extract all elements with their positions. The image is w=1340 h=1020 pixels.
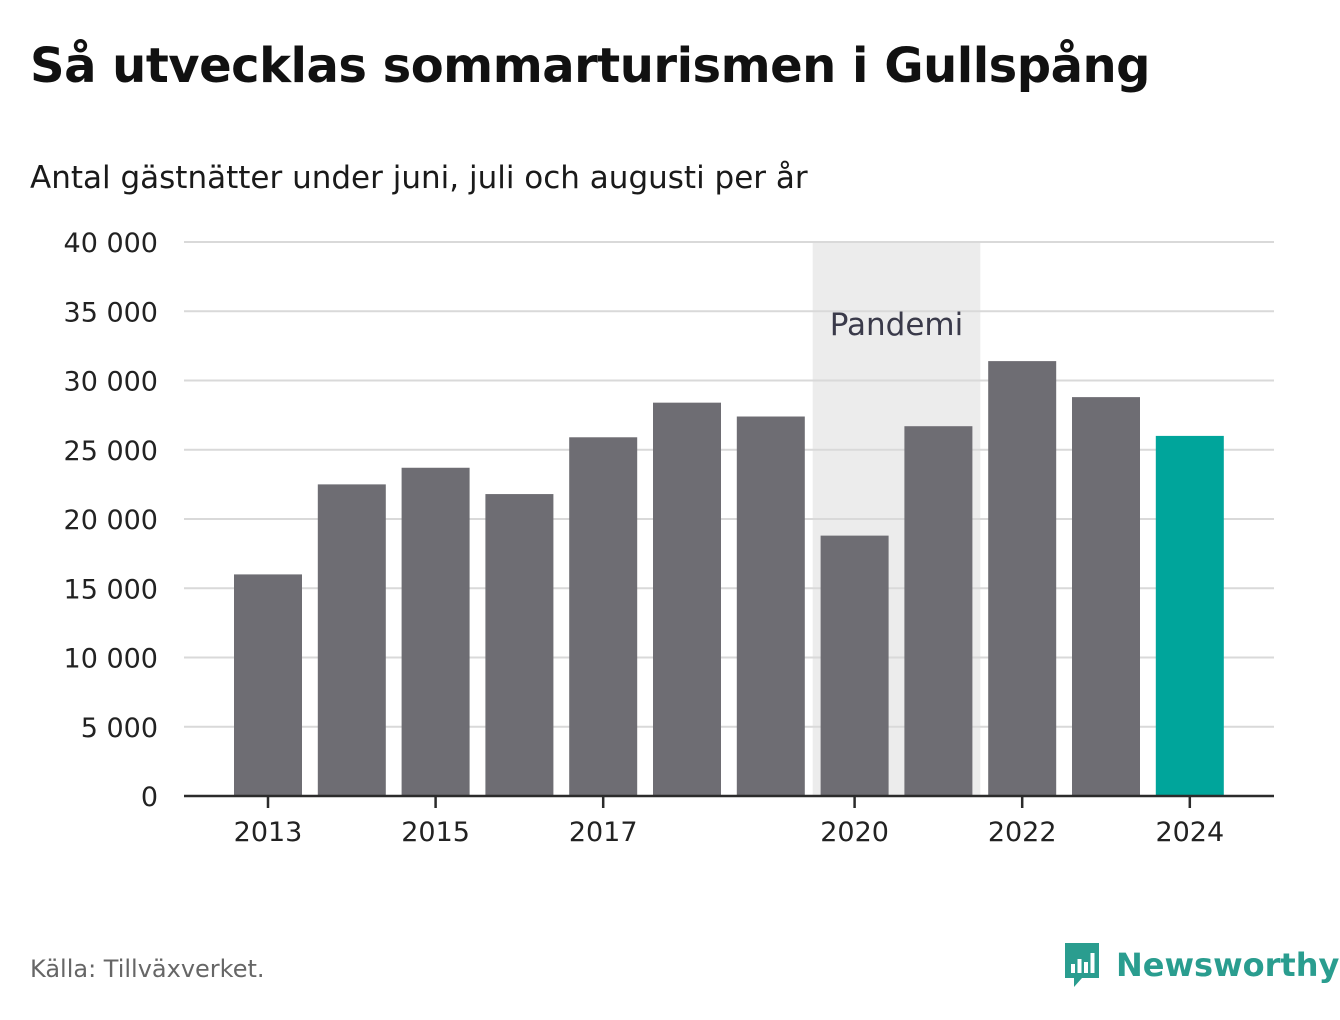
bar-2021 (904, 426, 973, 796)
bar-2013 (234, 574, 302, 796)
chart-subtitle: Antal gästnätter under juni, juli och au… (30, 160, 808, 196)
x-tick-label: 2017 (569, 817, 638, 848)
y-tick-label: 40 000 (64, 228, 158, 259)
bar-2015 (401, 467, 470, 796)
bar-2019 (736, 416, 805, 796)
source-note: Källa: Tillväxverket. (30, 955, 265, 983)
chart-title: Så utvecklas sommarturismen i Gullspång (30, 38, 1151, 94)
pandemic-label: Pandemi (830, 307, 964, 343)
y-tick-label: 15 000 (64, 574, 158, 605)
bar-2018 (653, 402, 721, 796)
x-tick-label: 2013 (234, 817, 303, 848)
bar-2020 (820, 535, 889, 796)
annotations: Pandemi (830, 307, 964, 343)
bars (234, 361, 1224, 796)
y-tick-label: 20 000 (64, 505, 158, 536)
y-tick-label: 10 000 (64, 644, 158, 675)
x-tick-label: 2020 (820, 817, 889, 848)
newsworthy-logo-icon (1065, 943, 1099, 987)
y-tick-label: 5 000 (81, 713, 158, 744)
bar-2024 (1155, 435, 1224, 796)
x-axis-ticks: 2013 2015 2017 2020 2022 2024 (234, 796, 1224, 848)
brand-name: Newsworthy (1116, 946, 1340, 984)
bar-2016 (485, 494, 554, 796)
y-tick-label: 30 000 (64, 367, 158, 398)
x-tick-label: 2015 (401, 817, 470, 848)
y-tick-label: 25 000 (64, 436, 158, 467)
y-tick-label: 35 000 (64, 297, 158, 328)
y-tick-label: 0 (141, 782, 158, 813)
bar-2014 (317, 484, 386, 796)
bar-2023 (1072, 397, 1140, 796)
bar-2017 (569, 437, 638, 796)
bar-chart: 0 5 000 10 000 15 000 20 000 25 000 30 000 35 0… (64, 228, 1274, 848)
y-axis-ticks: 0 5 000 10 000 15 000 20 000 25 000 30 000 35 0… (64, 228, 158, 813)
bar-2022 (988, 361, 1057, 796)
x-tick-label: 2024 (1155, 817, 1224, 848)
x-tick-label: 2022 (988, 817, 1057, 848)
newsworthy-logo: Newsworthy (1062, 940, 1339, 990)
